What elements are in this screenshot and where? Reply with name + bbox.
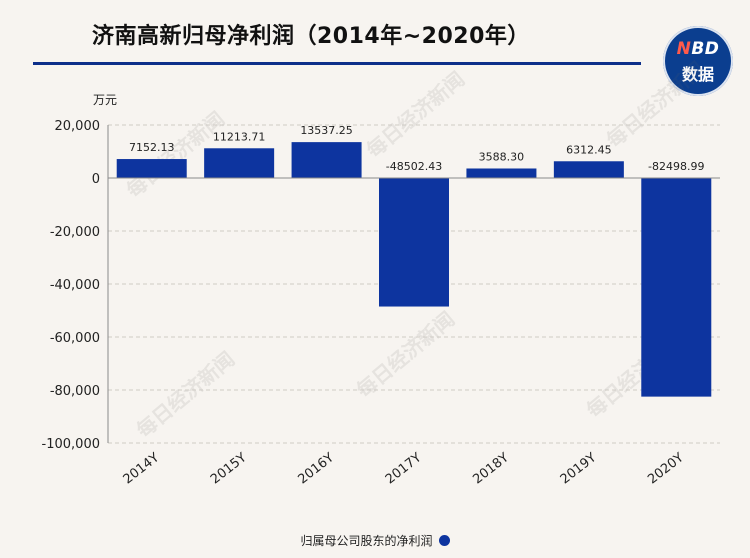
- y-tick-label: -60,000: [50, 331, 100, 346]
- data-label: -48502.43: [386, 160, 442, 173]
- watermark-text: 每日经济新闻: [132, 347, 239, 443]
- legend-label: 归属母公司股东的净利润: [300, 534, 433, 548]
- y-tick-label: 20,000: [55, 119, 101, 134]
- watermark-text: 每日经济新闻: [362, 67, 469, 163]
- y-tick-label: -100,000: [42, 437, 100, 452]
- x-tick-label: 2015Y: [208, 450, 250, 487]
- x-tick-label: 2016Y: [295, 450, 337, 487]
- data-label: 3588.30: [479, 150, 525, 163]
- x-tick-label: 2019Y: [558, 450, 600, 487]
- x-tick-label: 2014Y: [121, 450, 163, 487]
- x-tick-label: 2020Y: [645, 450, 687, 487]
- y-tick-label: -40,000: [50, 278, 100, 293]
- chart-title: 济南高新归母净利润（2014年~2020年）: [92, 24, 530, 49]
- legend-marker: [438, 535, 450, 546]
- bar: [116, 159, 187, 178]
- data-label: 6312.45: [566, 143, 612, 156]
- data-label: 11213.71: [213, 130, 266, 143]
- y-tick-label: -80,000: [50, 384, 100, 399]
- y-tick-label: 0: [92, 172, 100, 187]
- bar: [204, 148, 275, 178]
- x-tick-label: 2018Y: [470, 450, 512, 487]
- logo-text-data: 数据: [681, 65, 714, 84]
- bar: [291, 142, 362, 178]
- bar: [466, 168, 537, 178]
- watermark-text: 每日经济新闻: [352, 307, 459, 403]
- legend: 归属母公司股东的净利润: [0, 532, 750, 549]
- title-divider: [33, 62, 641, 65]
- bar: [553, 161, 624, 178]
- y-axis-unit: 万元: [93, 93, 118, 107]
- data-label: -82498.99: [648, 160, 704, 173]
- bar: [379, 178, 449, 307]
- watermark-text: 每日经济新闻: [602, 57, 709, 153]
- bar: [641, 178, 712, 397]
- logo-text-nbd: NBD: [676, 39, 720, 59]
- x-tick-label: 2017Y: [383, 450, 425, 487]
- data-label: 7152.13: [129, 141, 175, 154]
- y-tick-label: -20,000: [50, 225, 100, 240]
- data-label: 13537.25: [300, 124, 353, 137]
- nbd-logo: NBD 数据: [663, 26, 733, 96]
